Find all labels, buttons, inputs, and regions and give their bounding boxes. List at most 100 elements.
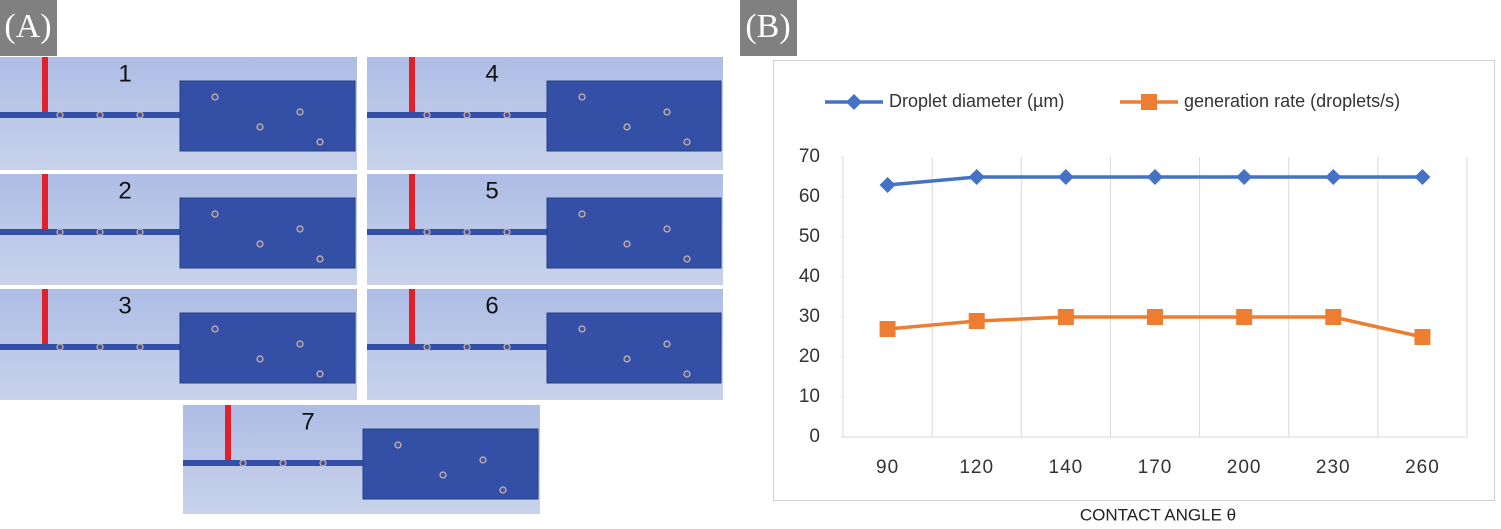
channel [367, 344, 552, 350]
y-tick-label: 0 [809, 426, 820, 447]
droplet [423, 343, 431, 351]
snapshot-number: 2 [118, 177, 131, 204]
chamber [546, 197, 722, 269]
marker [1057, 309, 1074, 325]
droplet [463, 343, 471, 351]
x-tick-label: 90 [876, 457, 899, 478]
marker [1147, 309, 1163, 325]
legend-label: generation rate (droplets/s) [1184, 91, 1400, 111]
marker [1057, 169, 1074, 185]
chamber [362, 428, 539, 500]
needle [409, 289, 415, 344]
snapshot: 5 [367, 174, 723, 285]
droplet [56, 111, 64, 119]
y-tick-label: 60 [799, 186, 820, 207]
panel-label-box [0, 0, 57, 56]
panel-label: (B) [745, 8, 790, 45]
droplet [479, 456, 487, 464]
needle [409, 57, 415, 112]
droplet [136, 111, 144, 119]
droplet [296, 108, 304, 116]
marker [1236, 169, 1253, 185]
needle [42, 57, 48, 112]
droplet [316, 255, 324, 263]
needle [42, 174, 48, 229]
panel-label-box [740, 0, 797, 56]
chamber [546, 80, 722, 152]
marker [1325, 169, 1342, 185]
snapshot-number: 6 [485, 292, 498, 319]
droplet [578, 325, 586, 333]
marker [968, 313, 985, 329]
x-tick-label: 140 [1049, 457, 1084, 478]
channel [0, 229, 185, 235]
x-tick-label: 260 [1405, 457, 1440, 478]
droplet [319, 459, 327, 467]
droplet [423, 111, 431, 119]
channel [367, 229, 552, 235]
droplet [463, 228, 471, 236]
droplet [256, 123, 264, 131]
droplet [136, 343, 144, 351]
snapshot: 3 [0, 289, 357, 400]
snapshot-number: 1 [118, 60, 131, 87]
droplet [56, 343, 64, 351]
x-tick-label: 120 [959, 457, 994, 478]
y-tick-label: 30 [799, 306, 820, 327]
legend-marker [1141, 94, 1157, 110]
snapshots: 1 4 2 5 3 6 7 [0, 57, 723, 514]
chart-frame [773, 60, 1495, 501]
channel [0, 344, 185, 350]
marker [1147, 169, 1163, 185]
chamber [179, 80, 356, 152]
marker [1414, 329, 1431, 345]
droplet [394, 441, 402, 449]
droplet [578, 93, 586, 101]
droplet [316, 370, 324, 378]
droplet [623, 123, 631, 131]
panel-label: (A) [4, 8, 51, 45]
marker [879, 177, 896, 193]
droplet [663, 340, 671, 348]
droplet [623, 240, 631, 248]
droplet [663, 225, 671, 233]
marker [968, 169, 985, 185]
chamber [179, 312, 356, 384]
y-tick-label: 20 [799, 346, 820, 367]
marker [1414, 169, 1431, 185]
droplet [279, 459, 287, 467]
droplet [211, 325, 219, 333]
chart: 0 10 20 30 40 50 60 70 90 120 140 170 200 230 260 Dropl… [799, 91, 1468, 478]
snapshot-number: 4 [485, 60, 498, 87]
droplet [96, 111, 104, 119]
y-tick-label: 70 [799, 146, 820, 167]
legend-marker [846, 94, 862, 110]
droplet [211, 93, 219, 101]
droplet [499, 486, 507, 494]
droplet [503, 228, 511, 236]
droplet [211, 210, 219, 218]
droplet [578, 210, 586, 218]
droplet [683, 138, 691, 146]
snapshot-number: 5 [485, 177, 498, 204]
droplet [423, 228, 431, 236]
legend-label: Droplet diameter (µm) [889, 91, 1064, 111]
x-tick-label: 200 [1227, 457, 1262, 478]
snapshot-number: 7 [301, 408, 314, 435]
snapshot: 6 [367, 289, 723, 400]
needle [409, 174, 415, 229]
droplet [239, 459, 247, 467]
snapshot: 1 [0, 57, 357, 170]
droplet [683, 255, 691, 263]
snapshot: 7 [183, 405, 540, 514]
x-tick-label: 170 [1138, 457, 1173, 478]
x-axis-title: CONTACT ANGLE θ [1080, 505, 1236, 524]
droplet [683, 370, 691, 378]
snapshot-number: 3 [118, 292, 131, 319]
marker [1236, 309, 1253, 325]
droplet [503, 343, 511, 351]
droplet [56, 228, 64, 236]
droplet [316, 138, 324, 146]
chamber [546, 312, 722, 384]
